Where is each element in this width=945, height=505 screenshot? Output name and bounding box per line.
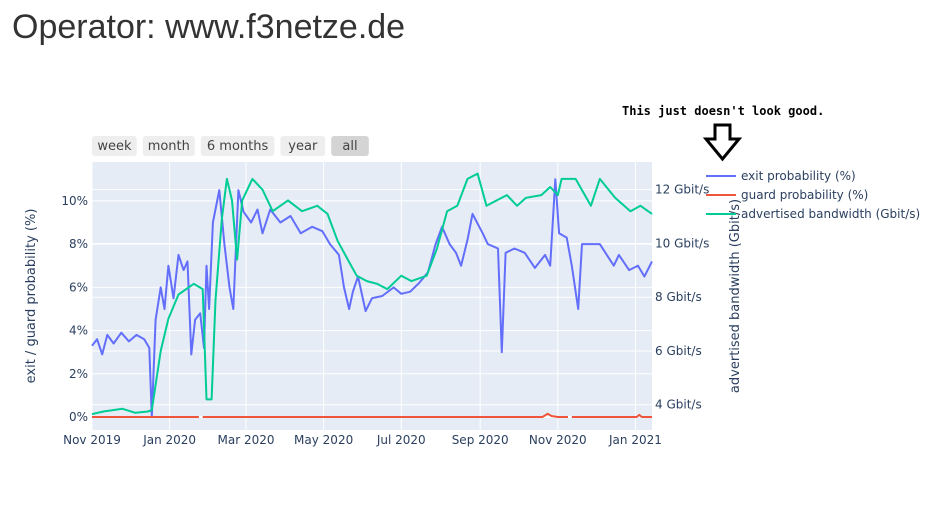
range-button-bg xyxy=(200,136,275,156)
y-right-tick-label: 8 Gbit/s xyxy=(655,290,702,304)
y-left-tick-label: 0% xyxy=(69,410,88,424)
range-button-month[interactable]: month xyxy=(142,136,195,156)
range-button-bg xyxy=(142,136,195,156)
legend-label: advertised bandwidth (Gbit/s) xyxy=(741,207,920,221)
y-left-tick-label: 2% xyxy=(69,367,88,381)
range-button-label: week xyxy=(97,139,132,154)
series-2 xyxy=(91,172,653,416)
x-tick-label: Jan 2021 xyxy=(608,433,662,447)
plot-background xyxy=(92,162,652,430)
x-tick-label: Jan 2020 xyxy=(142,433,196,447)
range-button-bg xyxy=(280,136,326,156)
range-button-label: all xyxy=(342,139,357,154)
legend-label: guard probability (%) xyxy=(741,188,868,202)
y-left-tick-label: 4% xyxy=(69,324,88,338)
y-right-axis-title: advertised bandwidth (Gbit/s) xyxy=(728,199,743,393)
range-button-label: year xyxy=(288,139,318,154)
x-tick-label: Mar 2020 xyxy=(218,433,275,447)
page-title: Operator: www.f3netze.de xyxy=(12,8,406,46)
x-tick-label: May 2020 xyxy=(294,433,353,447)
series-line-advertised xyxy=(91,172,653,416)
range-button-year[interactable]: year xyxy=(280,136,326,156)
x-tick-label: Nov 2019 xyxy=(63,433,121,447)
y-left-tick-label: 8% xyxy=(69,237,88,251)
x-tick-label: Jul 2020 xyxy=(376,433,426,447)
legend-item-advertised[interactable]: advertised bandwidth (Gbit/s) xyxy=(706,207,920,221)
x-tick-label: Nov 2020 xyxy=(529,433,587,447)
y-left-axis-title: exit / guard probability (%) xyxy=(24,209,39,384)
legend-label: exit probability (%) xyxy=(741,169,856,183)
y-right-tick-label: 10 Gbit/s xyxy=(655,236,709,250)
series-0 xyxy=(91,178,653,418)
y-right-tick-label: 4 Gbit/s xyxy=(655,398,702,412)
y-right-tick-label: 6 Gbit/s xyxy=(655,344,702,358)
legend-item-guard[interactable]: guard probability (%) xyxy=(706,188,868,202)
range-button-label: month xyxy=(148,139,190,154)
series-line-exit xyxy=(91,178,653,418)
range-button-bg xyxy=(92,136,137,156)
range-button-all[interactable]: all xyxy=(331,136,369,156)
range-button-6-months[interactable]: 6 months xyxy=(200,136,275,156)
annotation-text: This just doesn't look good. xyxy=(622,104,825,118)
legend-item-exit[interactable]: exit probability (%) xyxy=(706,169,856,183)
series-line-guard xyxy=(92,412,652,418)
y-left-tick-label: 6% xyxy=(69,280,88,294)
y-right-tick-label: 12 Gbit/s xyxy=(655,183,709,197)
down-arrow-icon xyxy=(702,123,743,162)
range-button-label: 6 months xyxy=(207,139,269,154)
x-tick-label: Sep 2020 xyxy=(452,433,509,447)
range-button-week[interactable]: week xyxy=(92,136,137,156)
y-left-tick-label: 10% xyxy=(61,194,88,208)
series-1 xyxy=(92,412,652,418)
range-button-bg xyxy=(331,136,369,156)
